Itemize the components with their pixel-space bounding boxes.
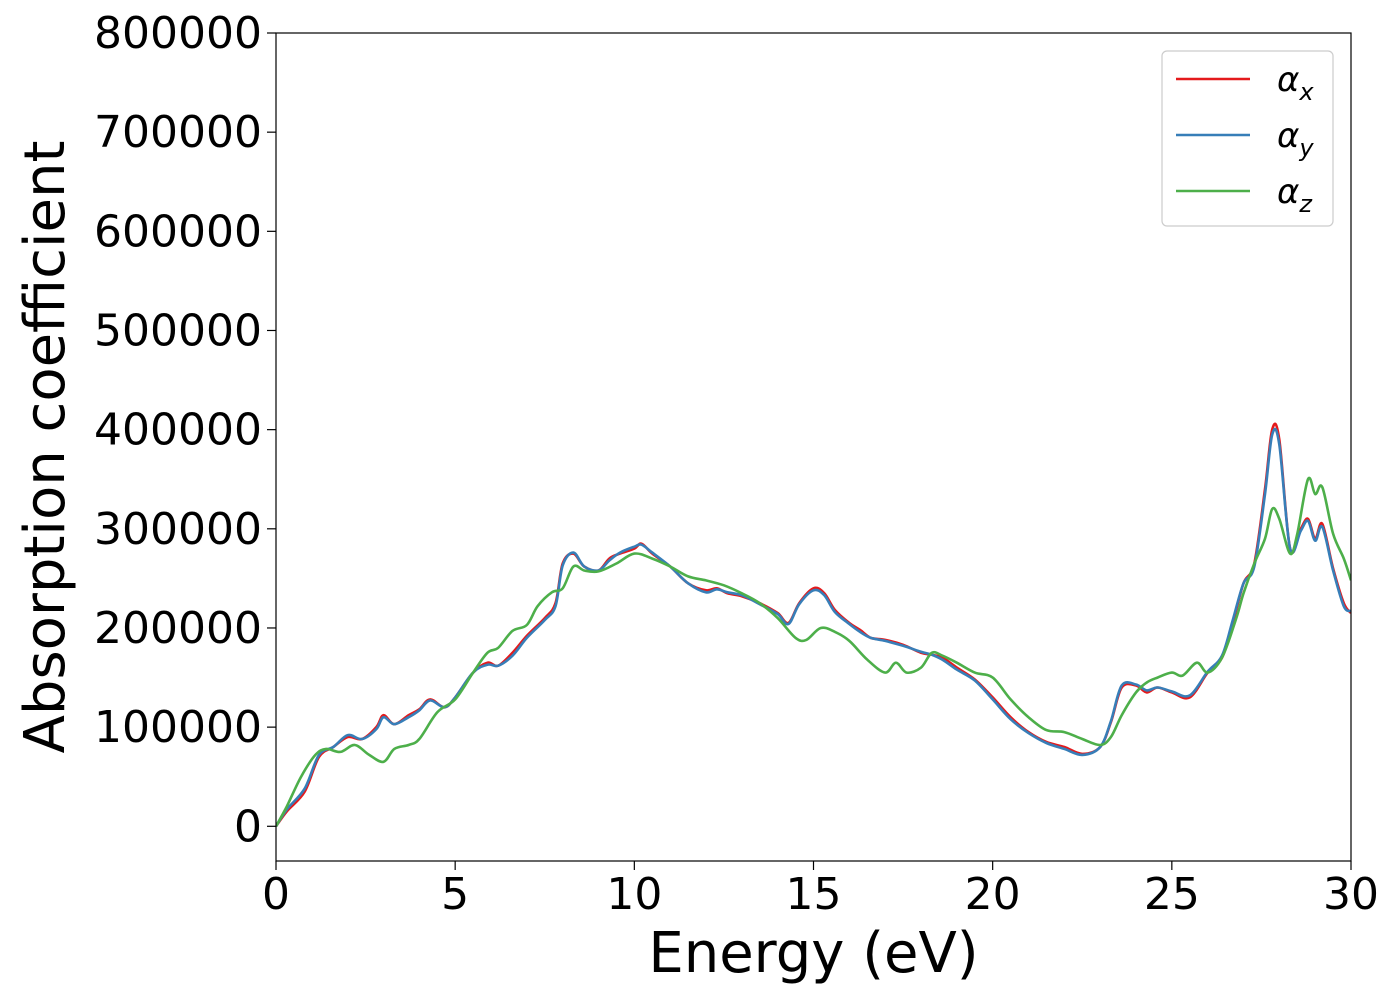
y-tick-label: 500000 [94, 305, 262, 356]
y-tick-label: 0 [234, 801, 262, 852]
y-tick-label: 800000 [94, 8, 262, 59]
y-tick-label: 400000 [94, 405, 262, 456]
y-tick-label: 200000 [94, 603, 262, 654]
legend: αx αy αz [1161, 50, 1334, 227]
series-line-z [276, 476, 1351, 827]
legend-label: αy [1277, 116, 1314, 162]
y-tick-label: 300000 [94, 504, 262, 555]
x-tick-label: 25 [1144, 869, 1200, 920]
y-tick-label: 600000 [94, 206, 262, 257]
x-tick-label: 15 [786, 869, 842, 920]
x-tick-label: 20 [965, 869, 1021, 920]
x-axis-title: Energy (eV) [648, 921, 978, 986]
y-axis: 0 100000 200000 300000 400000 500000 600000 700… [94, 8, 276, 852]
y-tick-label: 100000 [94, 702, 262, 753]
x-axis: 0 5 10 15 20 25 30 [262, 861, 1379, 920]
x-tick-label: 5 [441, 869, 469, 920]
y-axis-title: Absorption coefficient [13, 141, 78, 754]
x-tick-label: 0 [262, 869, 290, 920]
y-tick-label: 700000 [94, 107, 262, 158]
x-tick-label: 30 [1323, 869, 1379, 920]
legend-label: αx [1277, 60, 1314, 106]
legend-label: αz [1277, 172, 1313, 218]
legend-box [1161, 50, 1334, 227]
x-tick-label: 10 [606, 869, 662, 920]
series-layer [276, 422, 1351, 828]
